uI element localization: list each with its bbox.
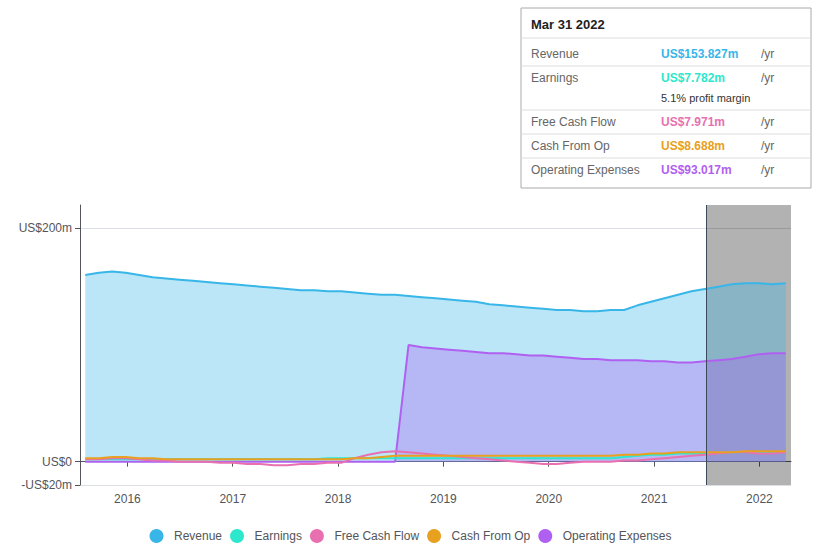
svg-text:US$93.017m: US$93.017m (661, 163, 732, 177)
svg-text:2016: 2016 (114, 492, 141, 506)
svg-text:Cash From Op: Cash From Op (452, 529, 531, 543)
svg-text:-US$20m: -US$20m (21, 478, 72, 492)
svg-text:2021: 2021 (641, 492, 668, 506)
svg-text:/yr: /yr (761, 71, 774, 85)
svg-text:2018: 2018 (325, 492, 352, 506)
svg-text:US$200m: US$200m (19, 221, 72, 235)
svg-text:US$7.971m: US$7.971m (661, 115, 725, 129)
svg-text:5.1% profit margin: 5.1% profit margin (661, 92, 750, 104)
svg-text:Free Cash Flow: Free Cash Flow (531, 115, 616, 129)
svg-text:Cash From Op: Cash From Op (531, 139, 610, 153)
svg-text:Earnings: Earnings (255, 529, 302, 543)
svg-text:Earnings: Earnings (531, 71, 578, 85)
svg-text:US$7.782m: US$7.782m (661, 71, 725, 85)
svg-text:Operating Expenses: Operating Expenses (531, 163, 640, 177)
svg-text:US$0: US$0 (42, 455, 72, 469)
svg-text:US$8.688m: US$8.688m (661, 139, 725, 153)
svg-text:2020: 2020 (535, 492, 562, 506)
svg-text:Revenue: Revenue (174, 529, 222, 543)
svg-text:Revenue: Revenue (531, 47, 579, 61)
svg-text:Operating Expenses: Operating Expenses (563, 529, 672, 543)
svg-text:/yr: /yr (761, 163, 774, 177)
svg-text:Free Cash Flow: Free Cash Flow (334, 529, 419, 543)
svg-text:2019: 2019 (430, 492, 457, 506)
svg-text:Mar 31 2022: Mar 31 2022 (531, 17, 605, 32)
svg-text:US$153.827m: US$153.827m (661, 47, 738, 61)
svg-text:/yr: /yr (761, 115, 774, 129)
svg-text:2022: 2022 (746, 492, 773, 506)
svg-text:2017: 2017 (219, 492, 246, 506)
svg-text:/yr: /yr (761, 139, 774, 153)
svg-text:/yr: /yr (761, 47, 774, 61)
